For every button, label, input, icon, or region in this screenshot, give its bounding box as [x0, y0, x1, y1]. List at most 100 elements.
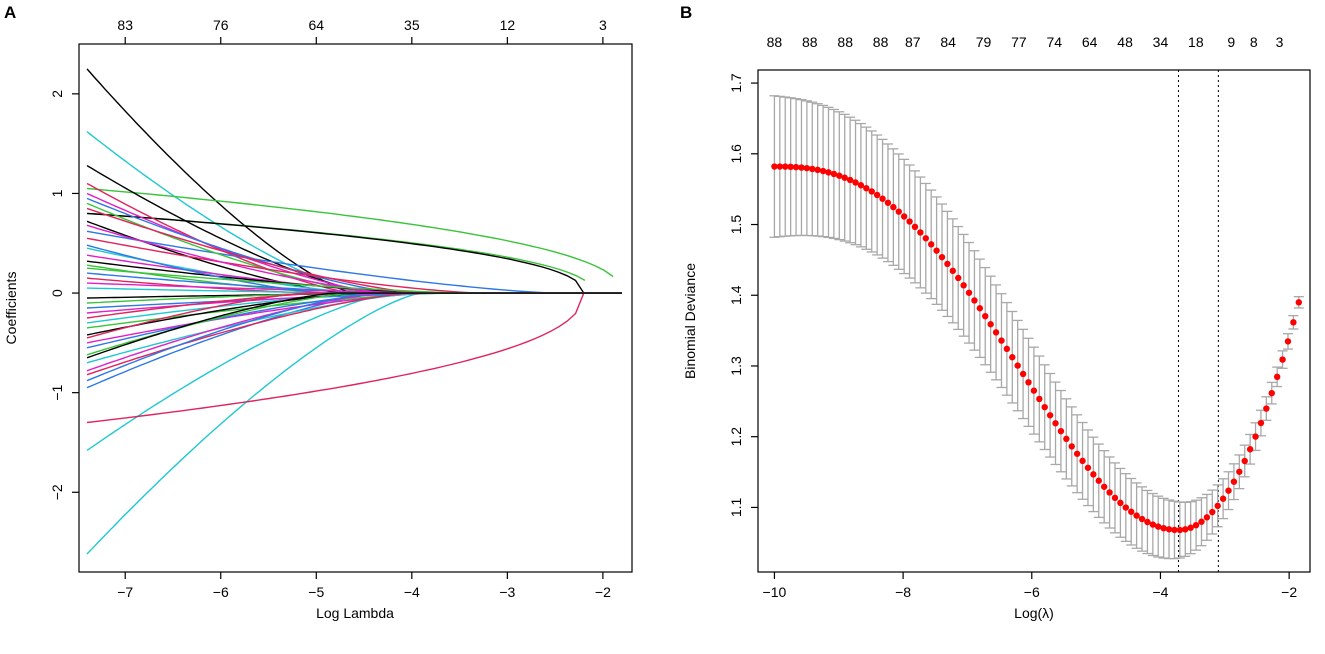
coefficient-path — [86, 192, 622, 294]
deviance-point — [868, 188, 875, 195]
deviance-point — [1219, 495, 1227, 502]
deviance-point — [852, 179, 859, 186]
deviance-point — [782, 163, 789, 170]
deviance-point — [1030, 387, 1038, 394]
deviance-point — [1236, 468, 1243, 475]
panel-b-y-ticks: 1.1 1.2 1.3 1.4 1.5 1.6 1.7 — [728, 73, 758, 517]
coefficient-path — [86, 292, 622, 451]
deviance-point — [1041, 403, 1048, 411]
panel-b-error-bars — [769, 95, 1304, 560]
deviance-point — [1003, 345, 1011, 353]
top-tick-label: 84 — [940, 34, 956, 50]
deviance-point — [1025, 379, 1032, 386]
deviance-point — [1046, 412, 1054, 419]
panel-a-y-axis-title: Coefficients — [3, 272, 19, 345]
deviance-point — [1176, 526, 1184, 534]
deviance-point — [857, 182, 865, 189]
deviance-point — [1036, 395, 1043, 403]
deviance-point — [976, 305, 984, 312]
top-tick-label: 77 — [1011, 34, 1027, 50]
panel-b-lambda-reference-lines — [1177, 70, 1219, 572]
deviance-point — [771, 163, 778, 170]
x-tick-label: −3 — [499, 584, 515, 600]
coefficient-path — [86, 292, 622, 382]
y-tick-label: 1 — [49, 189, 65, 197]
top-tick-label: 12 — [500, 17, 516, 33]
deviance-point — [1290, 319, 1297, 326]
deviance-point — [1279, 356, 1286, 363]
panel-a-x-ticks: −7 −6 −5 −4 −3 −2 — [117, 572, 611, 600]
deviance-point — [1057, 427, 1065, 435]
deviance-point — [1182, 526, 1189, 533]
deviance-point — [873, 191, 881, 199]
deviance-point — [998, 337, 1005, 344]
deviance-point — [841, 174, 848, 181]
panel-b-top-ticks: 88 88 88 88 87 84 79 77 74 64 48 34 18 9 8 3 — [767, 34, 1284, 50]
coefficient-path — [86, 292, 622, 356]
x-tick-label: −10 — [763, 584, 787, 600]
top-tick-label: 79 — [976, 34, 992, 50]
deviance-point — [830, 170, 838, 178]
panel-a-top-ticks: 83 76 64 35 12 3 — [117, 17, 607, 44]
deviance-point — [792, 163, 800, 171]
deviance-point — [971, 297, 978, 304]
coefficient-path — [86, 292, 622, 555]
deviance-point — [1095, 477, 1102, 484]
deviance-point — [836, 172, 843, 179]
deviance-point — [787, 163, 794, 171]
deviance-point — [1171, 526, 1178, 534]
deviance-point — [1009, 354, 1016, 361]
coefficient-path — [86, 292, 622, 359]
y-tick-label: 1.3 — [728, 356, 744, 376]
deviance-point — [1122, 504, 1130, 511]
coefficient-path — [86, 68, 622, 294]
coefficient-path — [86, 207, 622, 294]
deviance-point — [1063, 435, 1070, 443]
x-tick-label: −5 — [308, 584, 324, 600]
top-tick-label: 48 — [1117, 34, 1133, 50]
deviance-point — [965, 289, 973, 296]
coefficient-path — [86, 230, 622, 294]
deviance-point — [1209, 508, 1216, 516]
top-tick-label: 9 — [1227, 34, 1235, 50]
deviance-point — [1144, 518, 1151, 526]
top-tick-label: 3 — [1276, 34, 1284, 50]
panel-b-y-axis-title: Binomial Deviance — [682, 263, 698, 379]
top-tick-label: 83 — [117, 17, 133, 33]
y-tick-label: −2 — [49, 484, 65, 500]
deviance-point — [1079, 457, 1086, 465]
top-tick-label: 3 — [599, 17, 607, 33]
deviance-point — [1284, 338, 1292, 345]
x-tick-label: −7 — [117, 584, 133, 600]
deviance-point — [917, 229, 924, 236]
coefficient-path — [86, 244, 622, 294]
deviance-point — [1133, 512, 1140, 519]
y-tick-label: 1.6 — [728, 144, 744, 164]
deviance-point — [1106, 489, 1113, 496]
deviance-point — [879, 195, 886, 202]
top-tick-label: 34 — [1153, 34, 1169, 50]
panel-a-y-ticks: −2 −1 0 1 2 — [49, 90, 79, 500]
panel-a-x-axis-title: Log Lambda — [316, 605, 394, 621]
x-tick-label: −4 — [1152, 584, 1168, 600]
coefficient-path — [86, 237, 622, 294]
top-tick-label: 88 — [802, 34, 818, 50]
deviance-point — [906, 218, 913, 225]
deviance-point — [1019, 370, 1027, 378]
deviance-point — [1160, 524, 1167, 532]
deviance-point — [895, 208, 902, 215]
top-tick-label: 64 — [308, 17, 324, 33]
y-tick-label: −1 — [49, 384, 65, 400]
deviance-point — [1117, 499, 1124, 507]
deviance-point — [938, 253, 946, 261]
y-tick-label: 1.2 — [728, 427, 744, 447]
deviance-point — [1165, 526, 1173, 533]
top-tick-label: 35 — [404, 17, 420, 33]
y-tick-label: 1.1 — [728, 497, 744, 517]
y-tick-label: 0 — [49, 289, 65, 297]
deviance-point — [1187, 524, 1194, 531]
deviance-point — [776, 163, 784, 170]
deviance-point — [1246, 446, 1254, 453]
top-tick-label: 8 — [1250, 34, 1258, 50]
y-tick-label: 1.7 — [728, 73, 744, 93]
